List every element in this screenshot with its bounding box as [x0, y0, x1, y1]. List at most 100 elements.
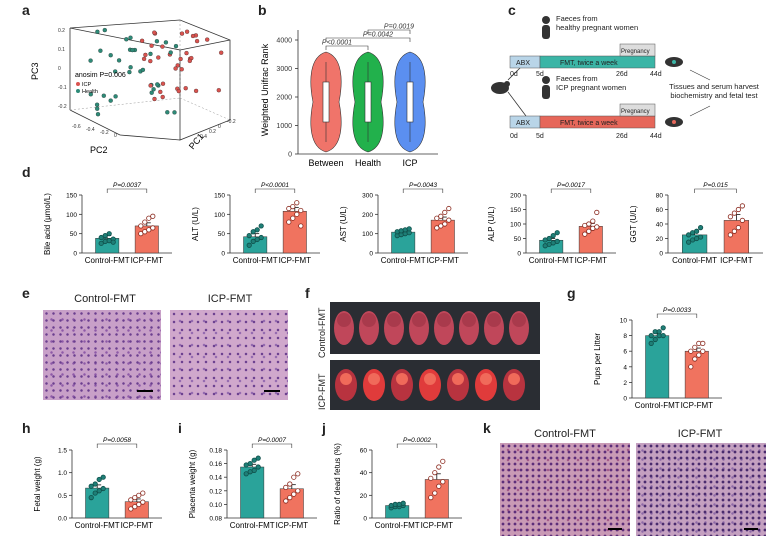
data-point	[446, 205, 452, 212]
fetus-head	[462, 313, 476, 327]
pcoa-point	[160, 44, 165, 49]
y-tick-label: 50	[218, 231, 226, 238]
panel-label-i: i	[178, 420, 182, 436]
y-tick-label: 80	[656, 193, 664, 200]
b-ylabel: Weighted Unifrac Rank	[260, 43, 270, 136]
a-ytick: -0.1	[58, 85, 67, 91]
day-26-top: 26d	[616, 71, 628, 78]
panel-label-h: h	[22, 420, 31, 436]
a-ytick: 0.2	[58, 28, 65, 34]
y-tick-label: 10	[620, 318, 628, 325]
x-tick-label: ICP-FMT	[720, 256, 753, 265]
fmt-label-bottom: FMT, twice a week	[560, 120, 618, 127]
x-tick-label: Control-FMT	[529, 256, 574, 265]
data-point	[698, 225, 704, 231]
bar-chart-d2: 0 50 100 150 ALT (U/L) Control-FMT ICP-FMT P<0.…	[191, 182, 320, 265]
fetus-head	[437, 313, 451, 327]
y-axis-label: Pups per Litter	[593, 333, 602, 385]
data-point	[150, 225, 156, 231]
pregnancy-box-bottom	[619, 103, 656, 117]
data-point	[92, 481, 98, 487]
data-point	[251, 467, 257, 474]
pcoa-point	[158, 89, 163, 95]
y-tick-label: 0.08	[209, 516, 222, 523]
panel-label-c: c	[508, 2, 516, 18]
y-tick-label: 0	[659, 251, 663, 258]
a-xtick: -0.2	[100, 130, 109, 136]
pregnancy-box-top	[619, 43, 656, 57]
scale-bar	[137, 390, 153, 392]
p-value: P=0.0002	[403, 437, 431, 444]
data-point	[434, 215, 440, 221]
x-tick-label: Control-FMT	[233, 256, 278, 265]
e-label-control: Control-FMT	[74, 293, 136, 305]
significance-bracket	[106, 188, 148, 193]
x-tick-label: Control-FMT	[672, 256, 717, 265]
bar-icp-fmt	[279, 488, 304, 519]
fetus-highlight	[368, 373, 380, 385]
p-value: P<0.0001	[261, 182, 289, 189]
y-tick-label: 0	[221, 251, 225, 258]
p-value: P=0.0037	[113, 182, 141, 189]
data-point	[110, 239, 116, 245]
a-xtick: -0.6	[72, 124, 81, 130]
a-xaxis-label: PC2	[90, 145, 108, 155]
violin-box	[322, 81, 330, 123]
data-point	[138, 231, 144, 237]
data-point	[692, 344, 698, 350]
fetus-icp	[475, 369, 497, 401]
y-tick-label: 2	[623, 380, 627, 387]
data-point	[250, 238, 256, 245]
p-value: P=0.0058	[103, 437, 131, 444]
data-point	[140, 499, 146, 505]
significance-bracket	[254, 188, 296, 193]
data-point	[286, 205, 292, 212]
data-point	[98, 240, 104, 246]
a-ztick: 0.2	[209, 129, 216, 135]
pcoa-point	[155, 82, 160, 87]
p-value: P=0.0007	[258, 437, 286, 444]
p-value: P=0.015	[703, 182, 728, 189]
y-tick-label: 20	[360, 493, 368, 500]
pcoa-point	[163, 40, 169, 45]
x-tick-label: ICP-FMT	[121, 521, 154, 530]
data-point	[100, 474, 106, 480]
fetus-control	[359, 311, 379, 345]
x-tick-label: Control-FMT	[375, 521, 420, 530]
y-axis-label: Fetal weight (g)	[33, 456, 42, 511]
panel-label-j: j	[322, 420, 326, 436]
a-anosim-stat: anosim P=0.006	[75, 72, 126, 79]
x-tick-label: ICP-FMT	[681, 401, 714, 410]
data-point	[283, 484, 289, 491]
data-point	[290, 203, 296, 210]
y-tick-label: 20	[656, 236, 664, 243]
pcoa-point	[194, 38, 200, 44]
data-point	[550, 232, 556, 239]
y-axis-label: GGT (U/L)	[629, 205, 638, 243]
data-point	[286, 219, 292, 225]
y-tick-label: 0.14	[209, 475, 222, 482]
data-point	[586, 221, 592, 227]
pcoa-point	[165, 110, 170, 115]
data-point	[731, 210, 738, 216]
pcoa-point	[205, 37, 210, 42]
pcoa-point	[178, 56, 183, 62]
pcoa-point	[95, 106, 100, 111]
abx-label-bottom: ABX	[516, 120, 530, 127]
a-ztick: 0.4	[200, 134, 207, 140]
data-point	[436, 464, 442, 470]
scale-bar-2	[264, 390, 280, 392]
a-ytick: 0	[58, 66, 61, 72]
data-point	[696, 352, 702, 358]
data-point	[656, 329, 662, 335]
y-tick-label: 0.0	[58, 516, 67, 523]
b-pvalue: P<0.0001	[322, 40, 352, 47]
b-xlabel: ICP	[402, 158, 417, 168]
panel-label-d: d	[22, 164, 31, 180]
panel-label-a: a	[22, 2, 30, 18]
data-point	[685, 239, 692, 245]
significance-bracket	[402, 188, 444, 193]
data-point	[428, 475, 434, 481]
a-xtick: -0.4	[86, 127, 95, 133]
bar-icp-fmt	[723, 220, 750, 254]
